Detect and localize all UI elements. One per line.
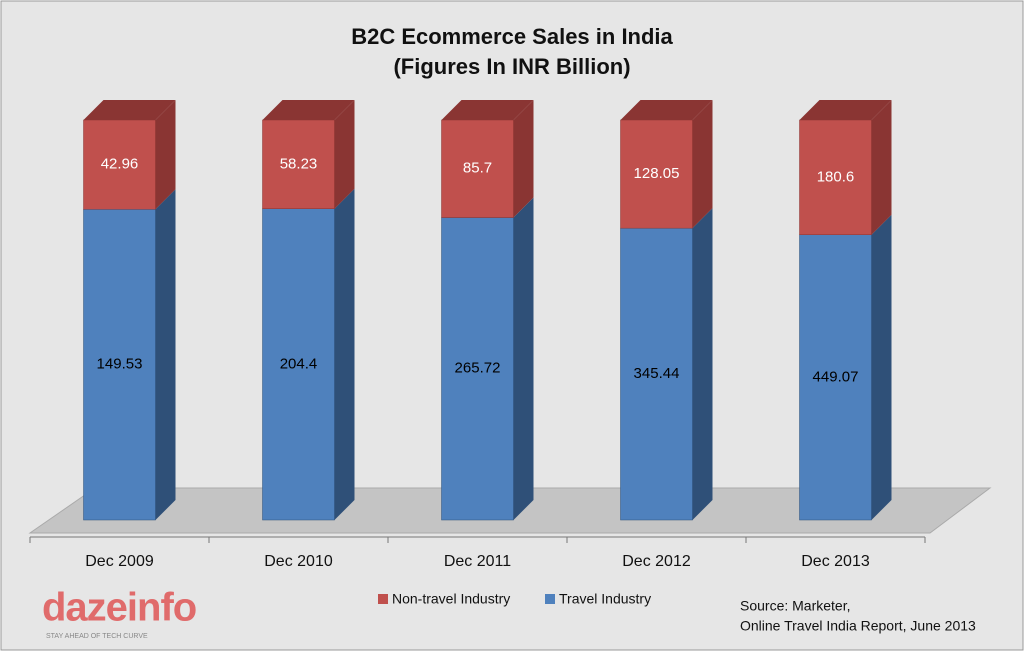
x-tick-label: Dec 2010: [264, 553, 333, 570]
data-label: 85.7: [463, 160, 492, 177]
bar-side: [871, 100, 892, 235]
legend-swatch: [378, 594, 388, 604]
data-label: 128.05: [634, 165, 680, 182]
chart-subtitle: (Figures In INR Billion): [393, 54, 630, 79]
x-tick-label: Dec 2013: [801, 553, 870, 570]
bar-side: [513, 197, 534, 520]
data-label: 149.53: [97, 356, 143, 373]
data-label: 204.4: [280, 355, 318, 372]
bar-top: [799, 100, 892, 120]
logo-tagline: STAY AHEAD OF TECH CURVE: [46, 633, 148, 640]
source: Online Travel India Report, June 2013: [740, 618, 976, 634]
x-tick-label: Dec 2012: [622, 553, 691, 570]
data-label: 449.07: [813, 368, 859, 385]
bar-top: [441, 100, 534, 120]
logo: dazeinfo: [42, 586, 196, 630]
bar-top: [262, 100, 355, 120]
bar-side: [334, 100, 355, 209]
bar: [799, 119, 872, 235]
data-label: 345.44: [634, 365, 680, 382]
bar: [799, 234, 872, 521]
bar: [620, 227, 693, 521]
data-label: 58.23: [280, 155, 318, 172]
bar-top: [83, 100, 176, 120]
legend-label: Travel Industry: [559, 591, 651, 607]
data-label: 265.72: [455, 360, 501, 377]
bar-side: [155, 189, 176, 521]
x-tick-label: Dec 2009: [85, 553, 154, 570]
bar-side: [334, 188, 355, 520]
bar: [262, 119, 335, 209]
bar-side: [155, 100, 176, 210]
data-label: 42.96: [101, 156, 139, 173]
data-label: 180.6: [817, 168, 855, 185]
legend-label: Non-travel Industry: [392, 591, 510, 607]
bar-side: [871, 214, 892, 521]
bar: [262, 208, 335, 521]
bar-top: [620, 100, 713, 120]
source: Source: Marketer,: [740, 598, 851, 614]
x-tick-label: Dec 2011: [444, 553, 511, 570]
bar: [620, 119, 693, 229]
bar-side: [692, 100, 713, 229]
legend-swatch: [545, 594, 555, 604]
bar: [441, 217, 514, 521]
bar: [83, 209, 156, 521]
chart-title: B2C Ecommerce Sales in India: [351, 24, 673, 49]
bar: [83, 119, 156, 210]
bar: [441, 119, 514, 218]
bar-side: [692, 208, 713, 520]
bar-side: [513, 100, 534, 218]
